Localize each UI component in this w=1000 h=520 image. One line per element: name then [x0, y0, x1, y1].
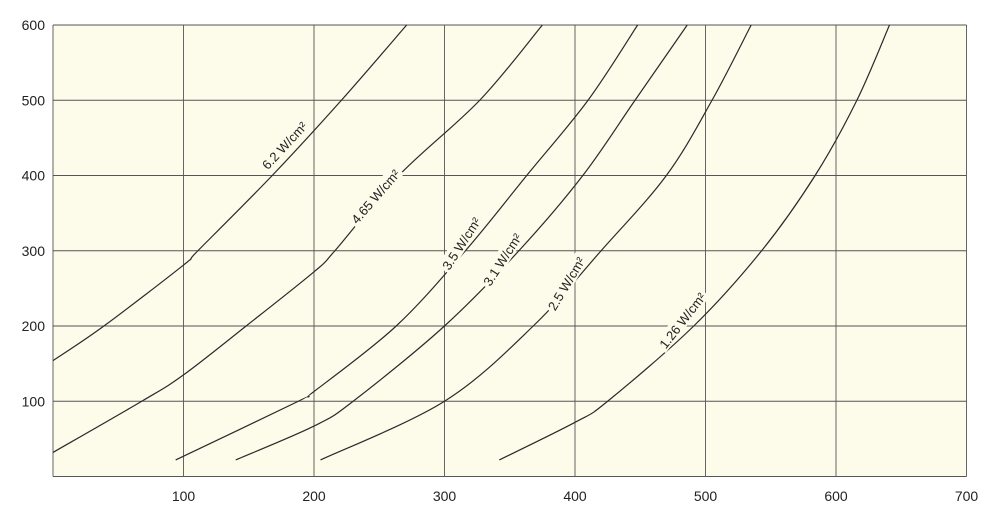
y-tick-label: 100	[22, 393, 46, 409]
x-tick-label: 400	[563, 488, 587, 504]
x-tick-label: 500	[694, 488, 718, 504]
series-line-4	[320, 24, 752, 461]
series-line-1	[52, 24, 543, 453]
y-tick-label: 500	[22, 92, 46, 108]
x-tick-label: 100	[172, 488, 196, 504]
y-tick-label: 600	[22, 17, 46, 33]
y-tick-label: 400	[22, 168, 46, 184]
series-line-0	[52, 24, 408, 362]
y-tick-label: 200	[22, 318, 46, 334]
series-line-2	[175, 24, 639, 461]
y-tick-label: 300	[22, 243, 46, 259]
x-tick-label: 200	[302, 488, 326, 504]
x-tick-label: 300	[433, 488, 457, 504]
axis-ticks: 100 200 300 400 500 600 700 100 200 300 400 500 600	[22, 17, 979, 504]
series-line-5	[499, 24, 891, 461]
x-tick-label: 600	[824, 488, 848, 504]
x-tick-label: 700	[955, 488, 979, 504]
